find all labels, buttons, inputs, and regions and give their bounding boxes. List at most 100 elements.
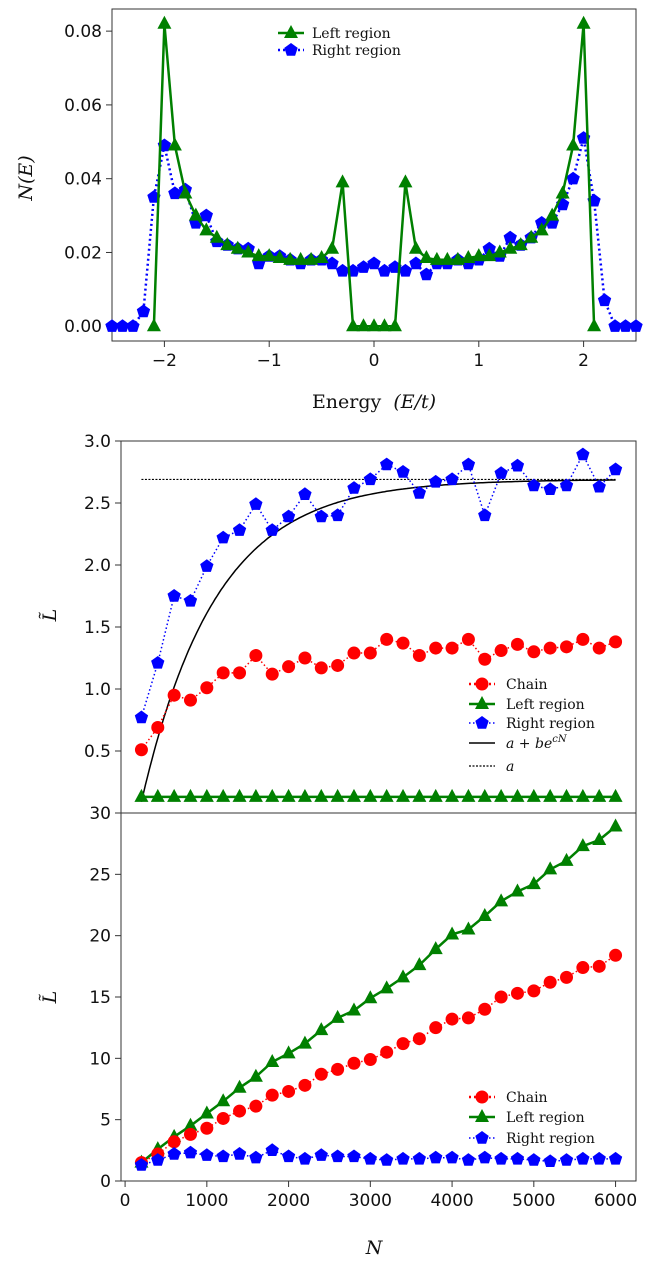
x-tick-label: −2 xyxy=(152,351,177,371)
data-point-left-region xyxy=(575,838,590,852)
series-chain xyxy=(134,632,623,757)
data-point-right-region xyxy=(216,530,230,544)
y-tick-label: 10 xyxy=(89,1049,111,1069)
data-point-chain xyxy=(298,1078,312,1092)
data-point-right-region xyxy=(419,267,434,281)
dos-x-axis-label: Energy (E/t) xyxy=(312,391,436,413)
data-point-left-region xyxy=(559,788,574,802)
data-point-right-region xyxy=(380,1153,394,1166)
data-point-chain xyxy=(183,1127,197,1141)
y-tick-label: 1.5 xyxy=(84,618,111,638)
data-point-left-region xyxy=(524,229,539,243)
x-tick-label: 1 xyxy=(473,351,484,371)
legend-marker-chain xyxy=(475,677,489,691)
data-point-left-region xyxy=(248,1068,263,1082)
data-point-right-region xyxy=(367,256,381,270)
data-point-left-region xyxy=(477,908,492,922)
data-point-left-region xyxy=(183,788,198,802)
data-point-right-region xyxy=(325,256,339,270)
dos-x-label-text: Energy xyxy=(312,391,382,413)
data-point-left-region xyxy=(440,251,455,265)
data-point-right-region xyxy=(331,1149,345,1163)
y-tick-label: 2.5 xyxy=(84,494,111,514)
data-point-left-region xyxy=(471,248,486,262)
l-bottom-series xyxy=(134,818,623,1171)
data-point-right-region xyxy=(576,1151,590,1165)
data-point-left-region xyxy=(450,251,465,265)
legend-label-chain: Chain xyxy=(506,677,548,693)
dos-y-axis-label: N(E) xyxy=(15,155,37,201)
data-point-chain xyxy=(429,1021,443,1035)
data-point-left-region xyxy=(363,788,378,802)
l-top-ticks: 0.5 1.0 1.5 2.0 2.5 3.0 xyxy=(84,432,121,762)
data-point-left-region xyxy=(281,788,296,802)
data-point-left-region xyxy=(510,883,525,897)
data-point-right-region xyxy=(482,241,496,255)
data-point-right-region xyxy=(608,1151,623,1165)
l-bottom-x-axis-label: N xyxy=(365,1237,384,1259)
x-tick-label: 0 xyxy=(120,1191,131,1211)
data-point-right-region xyxy=(510,1151,525,1165)
legend-label-right-region: Right region xyxy=(506,716,595,732)
x-tick-label: 0 xyxy=(369,351,380,371)
data-point-chain xyxy=(527,645,541,659)
data-point-left-region xyxy=(412,788,427,802)
data-point-right-region xyxy=(134,710,149,724)
data-point-left-region xyxy=(265,1054,280,1068)
x-tick-label: 3000 xyxy=(349,1191,392,1211)
data-point-left-region xyxy=(346,318,361,332)
data-point-right-region xyxy=(377,263,392,277)
l-top-legend: Chain Left region Right region a + becN … xyxy=(469,677,595,775)
data-point-right-region xyxy=(335,263,350,277)
data-point-left-region xyxy=(575,788,590,802)
data-point-right-region xyxy=(265,523,279,536)
data-point-right-region xyxy=(429,1150,443,1164)
data-point-left-region xyxy=(461,788,476,802)
data-point-left-region xyxy=(363,990,378,1004)
y-tick-label: 0.02 xyxy=(64,243,102,263)
data-point-chain xyxy=(478,652,492,666)
legend-label-left-region: Left region xyxy=(506,697,585,713)
data-point-left-region xyxy=(429,251,444,265)
data-point-right-region xyxy=(461,457,476,471)
data-point-chain xyxy=(396,636,410,650)
data-point-right-region xyxy=(543,1154,557,1167)
data-point-right-region xyxy=(298,487,312,500)
data-point-left-region xyxy=(167,788,182,802)
data-point-chain xyxy=(494,990,508,1004)
data-point-left-region xyxy=(314,250,329,263)
data-point-left-region xyxy=(314,1022,329,1036)
data-point-chain xyxy=(363,1053,377,1067)
data-point-chain xyxy=(543,641,557,655)
data-point-left-region xyxy=(428,788,443,802)
data-point-right-region xyxy=(409,256,423,270)
data-point-right-region xyxy=(265,1143,279,1156)
y-tick-label: 0.5 xyxy=(84,742,111,762)
data-point-left-region xyxy=(167,137,182,151)
data-point-right-region xyxy=(200,1148,214,1161)
data-point-right-region xyxy=(347,1149,361,1163)
data-point-chain xyxy=(510,637,524,651)
x-tick-label: 2 xyxy=(578,351,589,371)
data-point-chain xyxy=(200,681,214,695)
data-point-right-region xyxy=(445,1150,459,1164)
legend-marker-right-region xyxy=(475,716,489,729)
data-point-chain xyxy=(314,661,328,675)
y-tick-label: 2.0 xyxy=(84,556,111,576)
legend-label-fit-base: a + be xyxy=(506,736,552,752)
data-point-left-region xyxy=(346,788,361,802)
data-point-left-region xyxy=(461,921,476,935)
data-point-right-region xyxy=(618,319,633,332)
data-point-left-region xyxy=(396,969,411,983)
data-point-chain xyxy=(265,1088,279,1102)
data-point-left-region xyxy=(492,244,507,258)
data-point-left-region xyxy=(566,137,581,151)
data-point-left-region xyxy=(216,788,231,802)
data-point-right-region xyxy=(608,462,623,476)
data-point-right-region xyxy=(543,482,557,495)
data-point-right-region xyxy=(151,1153,165,1166)
y-tick-label: 0.04 xyxy=(64,170,102,190)
data-point-left-region xyxy=(272,250,287,263)
data-point-right-region xyxy=(608,319,622,332)
data-point-right-region xyxy=(105,319,119,332)
